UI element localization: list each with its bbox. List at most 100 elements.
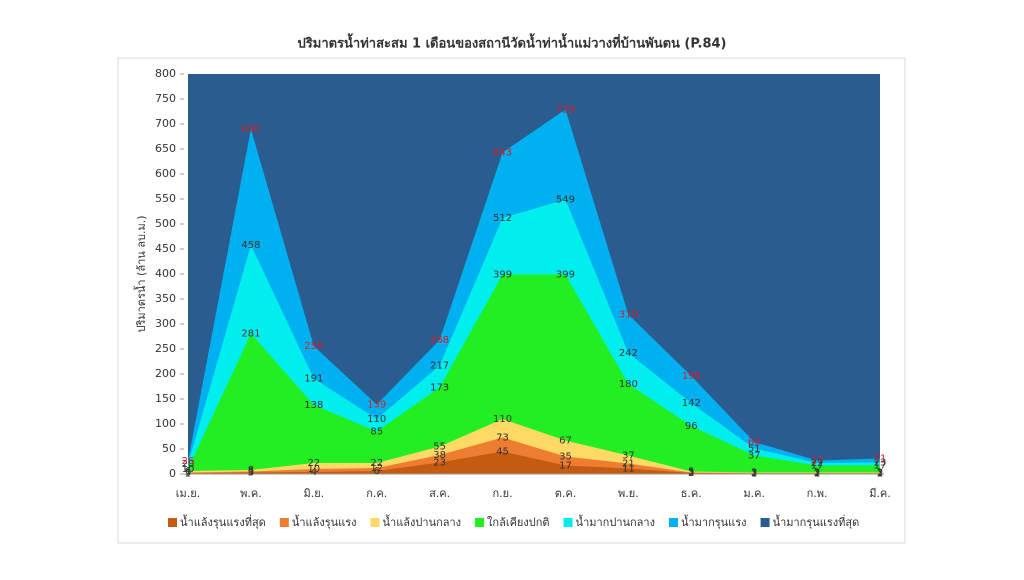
legend-label: น้ำมากรุนแรงที่สุด: [773, 514, 860, 529]
data-label: 67: [559, 436, 572, 447]
x-tick-label: มี.ค.: [869, 487, 891, 500]
legend-swatch: [760, 518, 770, 527]
data-label: 512: [493, 213, 512, 224]
y-tick-label: 50: [162, 442, 176, 455]
data-label: 8: [248, 465, 254, 476]
data-label: 3: [877, 468, 883, 479]
x-tick-label: เม.ย.: [176, 487, 200, 500]
data-label: 11: [622, 464, 635, 475]
y-axis-label: ปริมาตรน้ำ (ล้าน ลบ.ม.): [133, 215, 148, 332]
data-label: 23: [433, 458, 446, 469]
data-label: 1: [751, 469, 757, 480]
data-label: 281: [241, 329, 260, 340]
data-label: 17: [811, 461, 824, 472]
data-label: 217: [430, 361, 449, 372]
data-label: 399: [493, 270, 512, 281]
y-tick-label: 200: [155, 367, 176, 380]
data-label: 35: [559, 452, 572, 463]
data-label: 191: [304, 374, 323, 385]
data-label: 139: [367, 400, 386, 411]
legend-label: น้ำแล้งรุนแรงที่สุด: [180, 514, 266, 529]
data-label: 458: [241, 240, 260, 251]
x-tick-label: ม.ค.: [743, 487, 765, 500]
data-label: 85: [370, 427, 383, 438]
data-label: 17: [559, 461, 572, 472]
y-tick-label: 450: [155, 242, 176, 255]
data-label: 319: [619, 310, 638, 321]
x-tick-label: พ.ย.: [618, 487, 639, 500]
legend-swatch: [563, 518, 573, 527]
legend-label: น้ำมากรุนแรง: [681, 514, 747, 529]
y-tick-label: 550: [155, 192, 176, 205]
y-tick-label: 0: [169, 467, 176, 480]
data-label: 17: [874, 461, 887, 472]
data-label: 690: [241, 124, 260, 135]
data-label: 549: [556, 195, 575, 206]
data-label: 4: [311, 467, 317, 478]
legend-swatch: [168, 518, 177, 527]
data-label: 55: [433, 442, 446, 453]
data-label: 138: [304, 400, 323, 411]
data-label: 2: [688, 468, 694, 479]
data-label: 110: [493, 414, 512, 425]
data-label: 3: [248, 468, 254, 479]
x-tick-label: มิ.ย.: [303, 487, 324, 500]
data-label: 73: [496, 433, 509, 444]
data-label: 643: [493, 148, 512, 159]
x-tick-label: ต.ค.: [555, 487, 577, 500]
data-label: 6: [374, 466, 380, 477]
data-label: 3: [688, 468, 694, 479]
x-tick-label: ก.ค.: [366, 487, 387, 500]
y-tick-label: 800: [155, 67, 176, 80]
y-tick-label: 500: [155, 217, 176, 230]
x-tick-label: ส.ค.: [429, 487, 450, 500]
x-tick-label: ธ.ค.: [681, 487, 702, 500]
data-label: 1: [814, 469, 820, 480]
data-label: 38: [433, 450, 446, 461]
y-tick-label: 150: [155, 392, 176, 405]
y-tick-label: 400: [155, 267, 176, 280]
data-label: 45: [496, 447, 509, 458]
y-tick-label: 250: [155, 342, 176, 355]
x-tick-label: ก.ย.: [492, 487, 512, 500]
legend-label: ใกล้เคียงปกติ: [487, 516, 550, 529]
data-label: 51: [748, 444, 761, 455]
data-label: 110: [367, 414, 386, 425]
legend-swatch: [475, 518, 485, 527]
data-label: 22: [307, 458, 320, 469]
data-label: 2: [751, 468, 757, 479]
y-tick-label: 750: [155, 92, 176, 105]
y-tick-label: 600: [155, 167, 176, 180]
data-label: 3: [751, 468, 757, 479]
data-label: 23: [874, 458, 887, 469]
data-label: 10: [182, 464, 195, 475]
data-label: 31: [874, 454, 887, 465]
data-label: 2: [877, 468, 883, 479]
legend-swatch: [370, 518, 380, 527]
y-tick-label: 700: [155, 117, 176, 130]
data-label: 242: [619, 348, 638, 359]
area: [188, 274, 880, 474]
x-tick-label: ก.พ.: [807, 487, 828, 500]
data-label: 1: [185, 469, 191, 480]
data-label: 268: [430, 335, 449, 346]
data-label: 22: [811, 458, 824, 469]
data-label: 256: [304, 341, 323, 352]
legend-swatch: [279, 518, 289, 527]
y-tick-label: 350: [155, 292, 176, 305]
data-label: 3: [185, 468, 191, 479]
legend-label: น้ำแล้งรุนแรง: [292, 514, 357, 529]
y-tick-label: 650: [155, 142, 176, 155]
data-label: 37: [748, 451, 761, 462]
data-label: 64: [748, 437, 761, 448]
data-label: 180: [619, 379, 638, 390]
y-tick-label: 300: [155, 317, 176, 330]
data-label: 399: [556, 270, 575, 281]
data-label: 12: [370, 463, 383, 474]
data-label: 2: [814, 468, 820, 479]
area: [188, 451, 880, 474]
data-label: 37: [622, 451, 635, 462]
data-label: 5: [248, 467, 254, 478]
data-label: 27: [811, 456, 824, 467]
